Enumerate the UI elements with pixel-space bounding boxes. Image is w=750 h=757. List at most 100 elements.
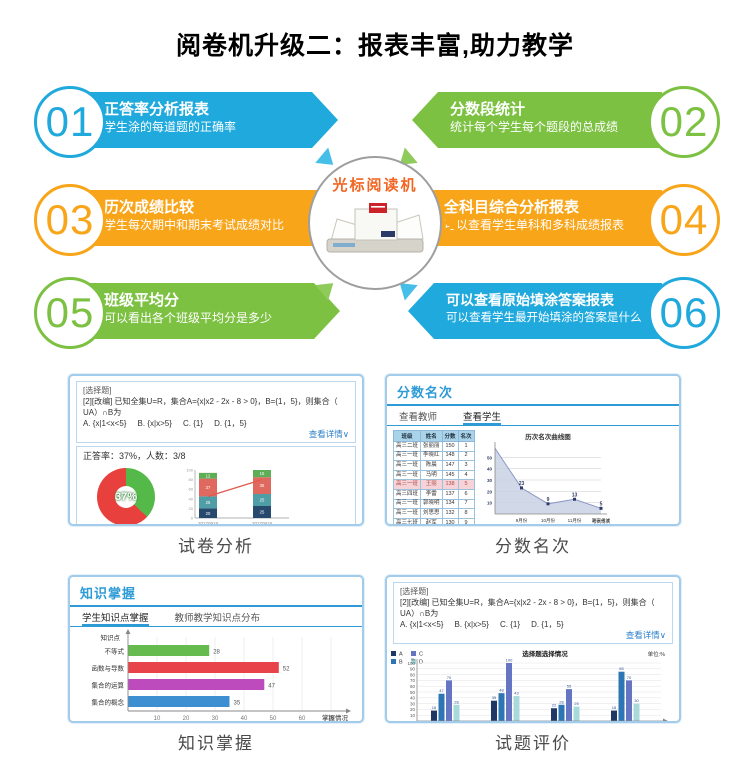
svg-text:10: 10 [154, 716, 161, 722]
svg-text:25: 25 [574, 701, 579, 706]
rank-title: 分数名次 [397, 385, 454, 400]
svg-text:20: 20 [189, 506, 194, 511]
svg-text:60: 60 [189, 487, 194, 492]
feature-subtitle: 统计每个学生每个题段的总成绩 [450, 120, 619, 134]
rank-tab[interactable]: 查看学生 [463, 409, 502, 425]
svg-text:60: 60 [299, 716, 306, 722]
feature-title: 历次成绩比较 [104, 199, 195, 216]
feature-ribbon: 全科目综合分析报表 可以查看学生单科和多科成绩报表 [406, 190, 662, 246]
svg-text:A: A [399, 652, 403, 658]
question-box: [选择题] [2][改编] 已知全集U=R，集合A={x|x2 - 2x - 8… [393, 582, 673, 644]
svg-text:50: 50 [410, 690, 416, 695]
svg-text:20170918: 20170918 [252, 521, 273, 526]
page-title: 阅卷机升级二：报表丰富,助力教学 [176, 32, 574, 60]
svg-text:集合的运算: 集合的运算 [92, 681, 125, 690]
svg-text:历次名次曲线图: 历次名次曲线图 [525, 432, 571, 441]
svg-text:100: 100 [407, 661, 415, 666]
svg-text:20: 20 [206, 511, 211, 516]
question-text: [2][改编] 已知全集U=R，集合A={x|x2 - 2x - 8 > 0}，… [400, 598, 655, 618]
rank-tab[interactable]: 查看教师 [399, 412, 438, 423]
panel-caption: 知识掌握 [178, 734, 254, 753]
svg-text:期末考试: 期末考试 [592, 517, 610, 524]
svg-text:20170918: 20170918 [198, 521, 219, 526]
feature-banner-06: 可以查看原始填涂答案报表 可以查看学生最开始填涂的答案是什么 06 [0, 275, 750, 351]
svg-text:23: 23 [518, 481, 524, 487]
feature-title: 分数段统计 [450, 101, 526, 118]
svg-text:15: 15 [260, 471, 265, 476]
svg-text:单位:%: 单位:% [648, 650, 666, 658]
svg-text:选择题选择情况: 选择题选择情况 [522, 649, 568, 658]
svg-text:考试场次: 考试场次 [592, 518, 610, 525]
svg-text:35: 35 [492, 695, 497, 700]
svg-text:30: 30 [634, 698, 639, 703]
svg-text:52: 52 [283, 667, 290, 673]
svg-text:不等式: 不等式 [105, 647, 125, 656]
svg-text:80: 80 [189, 477, 194, 482]
svg-text:B: B [399, 660, 403, 666]
knowledge-tab[interactable]: 学生知识点掌握 [82, 610, 149, 626]
svg-text:40: 40 [241, 716, 248, 722]
feature-number: 04 [648, 184, 720, 256]
svg-text:40: 40 [487, 467, 493, 472]
rank-curve-chart: 历次名次曲线图 50 40 30 20 10 23 9月份 9 10月份 13 11月份 5 期末考试考试… [487, 432, 611, 525]
connector-arrow [442, 212, 458, 232]
question-type: [选择题] [400, 587, 429, 596]
feature-title: 班级平均分 [104, 292, 180, 309]
feature-title: 正答率分析报表 [104, 101, 210, 118]
svg-text:掌握情况: 掌握情况 [322, 713, 349, 722]
answer-stats-box: 正答率：37%，人数：3/8 37% 0 20 40 60 80 100 20 25 37 12 2… [76, 446, 356, 526]
svg-text:25: 25 [206, 500, 211, 505]
view-detail-link[interactable]: 查看详情∨ [625, 630, 666, 640]
svg-text:10月份: 10月份 [541, 517, 556, 524]
svg-text:48: 48 [499, 688, 504, 693]
connector-arrow [292, 212, 308, 232]
svg-text:85: 85 [619, 666, 624, 671]
svg-text:30: 30 [410, 701, 416, 706]
svg-text:0: 0 [191, 516, 194, 521]
table-row: 高三一班 马明 145 4 [392, 469, 475, 481]
rank-table: 班级 姓名 分数 名次 高三二班 张丽丽 150 1 高三一班 李晓红 148 2 高三一班 陈晨 147 3… [392, 430, 475, 524]
correct-rate-text: 正答率：37%，人数：3/8 [83, 451, 186, 461]
feature-title: 全科目综合分析报表 [444, 199, 580, 216]
svg-text:30: 30 [487, 478, 493, 483]
question-box: [选择题] [2][改编] 已知全集U=R，集合A={x|x2 - 2x - 8… [76, 381, 356, 443]
feature-ribbon: 可以查看原始填涂答案报表 可以查看学生最开始填涂的答案是什么 [408, 283, 662, 339]
knowledge-tab[interactable]: 教师教学知识点分布 [174, 613, 261, 624]
feature-number: 01 [34, 86, 106, 158]
knowledge-title: 知识掌握 [80, 586, 137, 601]
svg-text:40: 40 [189, 496, 194, 501]
svg-text:20: 20 [183, 716, 190, 722]
feature-banner-05: 班级平均分 可以看出各个班级平均分是多少 05 [0, 275, 750, 351]
feature-subtitle: 可以查看学生最开始填涂的答案是什么 [446, 312, 642, 324]
question-text: [2][改编] 已知全集U=R，集合A={x|x2 - 2x - 8 > 0}，… [83, 397, 338, 417]
svg-text:70: 70 [410, 678, 416, 683]
svg-text:30: 30 [212, 716, 219, 722]
svg-text:25: 25 [260, 510, 265, 515]
svg-text:10: 10 [410, 713, 416, 718]
feature-subtitle: 可以看出各个班级平均分是多少 [104, 311, 273, 325]
svg-text:知识点: 知识点 [101, 633, 121, 642]
svg-text:60: 60 [410, 684, 416, 689]
knowledge-tabs: 学生知识点掌握 教师教学知识点分布 [70, 607, 362, 626]
svg-text:35: 35 [260, 483, 265, 488]
svg-text:9: 9 [546, 497, 549, 503]
view-detail-link[interactable]: 查看详情∨ [308, 429, 349, 439]
panel-score-rank: 分数名次 查看教师 查看学生 班级 姓名 分数 名次 高三二班 张丽丽 150 1 高三一班 李晓红… [385, 374, 681, 557]
svg-text:集合的概念: 集合的概念 [92, 698, 125, 707]
svg-text:函数与导数: 函数与导数 [92, 664, 125, 673]
feature-number: 06 [648, 277, 720, 349]
table-row: 高三一班 陈晨 147 3 [392, 460, 475, 471]
table-row: 高三一班 刘思思 132 8 [392, 508, 475, 519]
svg-text:90: 90 [410, 667, 416, 672]
svg-text:70: 70 [627, 675, 632, 680]
feature-title: 可以查看原始填涂答案报表 [446, 292, 614, 308]
svg-text:47: 47 [268, 684, 275, 690]
svg-text:70: 70 [328, 716, 335, 722]
svg-text:35: 35 [234, 701, 241, 707]
question-options: A. {x|1<x<5} B. {x|x>5} C. {1} D. {1，5} [83, 419, 247, 428]
panel-caption: 试题评价 [495, 734, 571, 753]
panel-exam-analysis: [选择题] [2][改编] 已知全集U=R，集合A={x|x2 - 2x - 8… [68, 374, 364, 557]
rank-col-header: 姓名 [420, 430, 443, 442]
